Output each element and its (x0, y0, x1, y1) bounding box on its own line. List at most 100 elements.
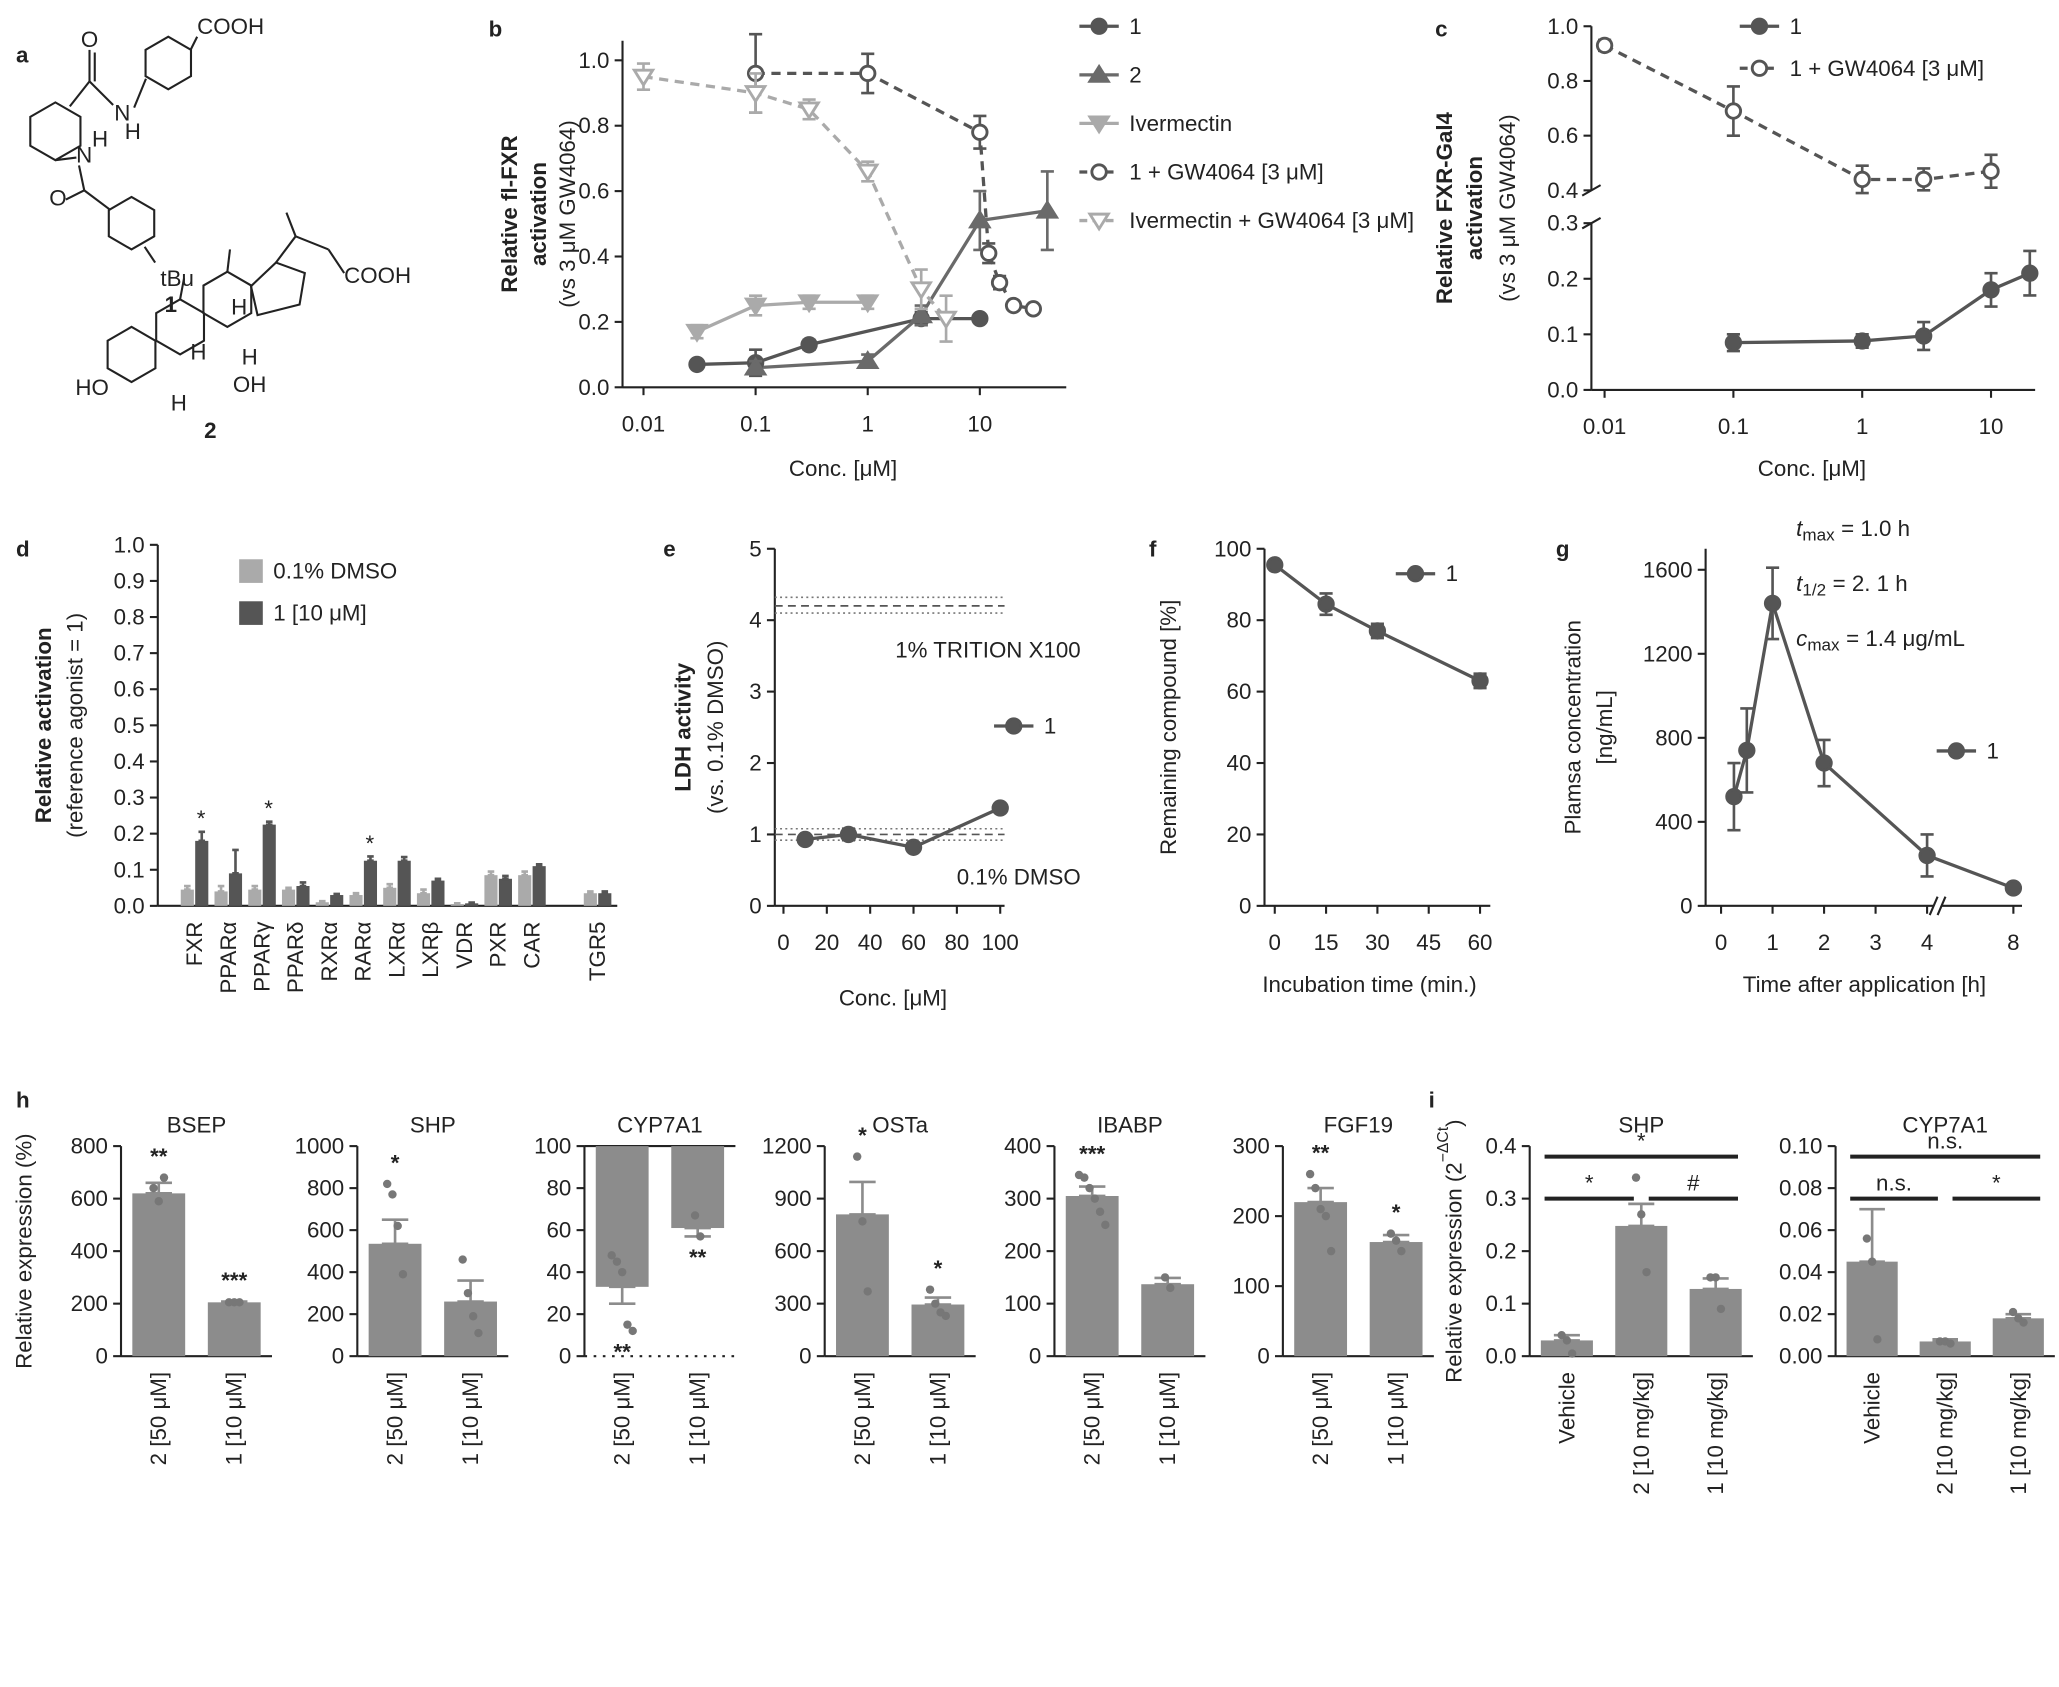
y-tick-label: 0.2 (578, 309, 609, 334)
error-bar (587, 890, 594, 895)
x-tick-label: 10 (967, 412, 992, 437)
comparison-label: * (1585, 1170, 1594, 1195)
y-tick-label: 800 (71, 1134, 108, 1159)
x-tick-label: 0.01 (622, 412, 665, 437)
structure-label: H (231, 295, 247, 320)
panel-letter: b (489, 16, 503, 41)
error-bar (333, 892, 340, 897)
marker (968, 209, 992, 229)
bar (296, 886, 310, 906)
legend-label: 1 (1790, 14, 1802, 39)
y-tick-label: 0.6 (578, 179, 609, 204)
error-bar (217, 884, 225, 893)
y-axis-label: Relative expression (%) (11, 1133, 36, 1368)
x-tick-label: 2 [50 μM] (1308, 1372, 1333, 1465)
y-axis-label: (vs. 0.1% DMSO) (703, 641, 728, 814)
x-axis-label: Conc. [μM] (1758, 456, 1866, 481)
x-axis-label: Incubation time (min.) (1262, 972, 1476, 997)
significance: * (1392, 1200, 1401, 1225)
y-tick-label: 20 (547, 1302, 572, 1327)
marker (1368, 622, 1387, 640)
series-line (1273, 563, 1481, 683)
reference-label: 0.1% DMSO (957, 864, 1081, 889)
error-bar (145, 1181, 172, 1195)
y-tick-label: 0 (559, 1344, 571, 1369)
marker (1947, 742, 1966, 760)
marker (1090, 17, 1108, 35)
marker (1915, 170, 1933, 189)
data-point (1305, 1169, 1315, 1179)
bar (518, 875, 532, 906)
significance: ** (614, 1339, 632, 1364)
bar (363, 860, 378, 906)
x-tick-label: 30 (1365, 930, 1390, 955)
marker (1724, 334, 1743, 352)
y-tick-label: 600 (774, 1239, 811, 1264)
x-tick-label: CAR (519, 922, 544, 969)
structure-label: H (171, 391, 187, 416)
error-bar (535, 863, 543, 868)
y-tick-label: 0.0 (114, 893, 145, 918)
bond (189, 36, 199, 51)
bond (55, 156, 77, 162)
x-tick-label: 100 (982, 930, 1019, 955)
comparison-label: * (1992, 1170, 2001, 1195)
y-tick-label: 0 (1029, 1344, 1041, 1369)
marker (1004, 296, 1023, 315)
significance: ** (1312, 1141, 1330, 1166)
y-tick-label: 200 (1004, 1239, 1041, 1264)
x-tick-label: 1 [10 μM] (222, 1372, 247, 1465)
bar (180, 889, 194, 906)
y-axis-label: Relative expression (2−ΔCt) (1435, 1119, 1467, 1383)
data-point (2008, 1307, 2018, 1317)
bar (228, 873, 243, 906)
error-bar (487, 870, 495, 877)
x-tick-label: 2 [50 μM] (146, 1372, 171, 1465)
structure-label: H (190, 339, 206, 364)
y-tick-label: 0.04 (1779, 1260, 1822, 1285)
error-bar (352, 891, 360, 897)
y-tick-label: 200 (71, 1291, 108, 1316)
marker (1005, 717, 1023, 735)
annotation-symbol: t (1796, 515, 1803, 540)
x-tick-label: 0 (777, 930, 789, 955)
marker (1915, 327, 1933, 345)
bond (133, 78, 147, 109)
structure-label: H (92, 127, 108, 152)
series-line (696, 300, 868, 334)
marker (2004, 879, 2023, 897)
bar (397, 860, 411, 906)
y-tick-label: 200 (307, 1302, 344, 1327)
data-point (458, 1255, 467, 1264)
x-tick-label: 0 (1269, 930, 1281, 955)
marker (1724, 102, 1743, 120)
bar (383, 887, 397, 906)
marker (800, 336, 818, 354)
marker (1090, 163, 1108, 181)
bond (285, 212, 297, 237)
marker (797, 294, 821, 314)
y-tick-label: 0 (1239, 893, 1251, 918)
data-point (1090, 1194, 1100, 1203)
marker (1763, 594, 1782, 613)
structure-label: H (125, 119, 141, 144)
y-tick-label: 0.2 (1547, 266, 1578, 291)
y-tick-label: 0.0 (578, 375, 609, 400)
y-axis-label: LDH activity (670, 662, 695, 791)
x-tick-label: LXRβ (418, 922, 443, 978)
bar (1689, 1288, 1742, 1357)
marker (904, 838, 923, 856)
y-tick-label: 0.4 (1547, 178, 1578, 203)
y-tick-label: 60 (1227, 679, 1252, 704)
structure-label: HO (75, 375, 108, 400)
y-tick-label: 1600 (1643, 557, 1693, 582)
data-point (1311, 1183, 1320, 1193)
x-tick-label: PPARδ (283, 922, 308, 993)
error-bar (1307, 1186, 1334, 1204)
bar (1369, 1242, 1423, 1357)
structure-label: tBu (160, 266, 193, 291)
y-tick-label: 0.00 (1779, 1344, 1822, 1369)
y-axis-label: activation (526, 162, 551, 266)
x-tick-label: RARα (351, 922, 376, 982)
x-tick-label: 0.1 (740, 412, 771, 437)
